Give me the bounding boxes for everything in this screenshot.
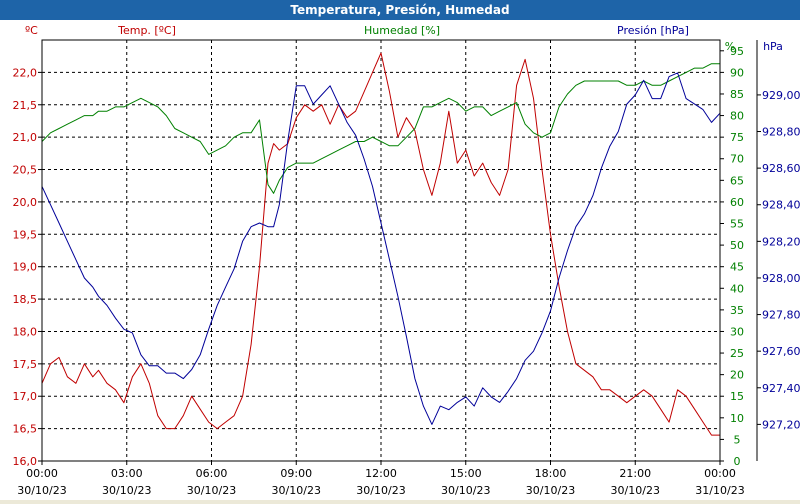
temperature-tick-label: 16,5 [13,423,38,436]
time-tick-label: 09:00 [280,467,312,480]
chart-svg: 16,0 16,5 17,0 17,5 18,0 18,5 19,0 19,5 20,0 20,5… [13,24,800,497]
humidity-tick-label: 45 [730,261,744,274]
pressure-tick-label: 928,80 [762,126,800,139]
humidity-tick-label: 70 [730,153,744,166]
humidity-tick-label: 60 [730,196,744,209]
temperature-tick-label: 17,0 [13,390,38,403]
humidity-tick-label: 80 [730,110,744,123]
pressure-tick-label: 928,20 [762,235,800,248]
pressure-tick-label: 927,80 [762,309,800,322]
date-tick-label: 30/10/23 [187,484,236,497]
temperature-tick-label: 16,0 [13,455,38,468]
pressure-tick-label: 927,20 [762,418,800,431]
temperature-tick-label: 19,0 [13,261,38,274]
temperature-tick-label: 17,5 [13,358,38,371]
humidity-tick-label: 65 [730,174,744,187]
temperature-axis-label: Temp. [ºC] [117,24,176,37]
temperature-tick-label: 22,0 [13,66,38,79]
series-lines [41,52,721,436]
humidity-tick-label: 5 [734,433,741,446]
chart-area: 16,0 16,5 17,0 17,5 18,0 18,5 19,0 19,5 20,0 20,5… [0,20,800,500]
humidity-tick-label: 75 [730,131,744,144]
chart-title: Temperatura, Presión, Humedad [0,0,800,20]
temperature-tick-label: 20,5 [13,164,38,177]
temperature-tick-label: 21,0 [13,131,38,144]
pressure-tick-label: 928,00 [762,272,800,285]
humidity-tick-label: 50 [730,239,744,252]
time-tick-label: 18:00 [535,467,567,480]
date-tick-label: 31/10/23 [695,484,744,497]
time-tick-label: 21:00 [619,467,651,480]
date-tick-label: 30/10/23 [356,484,405,497]
time-tick-label: 00:00 [26,467,58,480]
temperature-unit: ºC [25,24,38,37]
humidity-tick-label: 90 [730,66,744,79]
temperature-axis: 16,0 16,5 17,0 17,5 18,0 18,5 19,0 19,5 20,0 20,5… [13,66,42,468]
humidity-tick-label: 55 [730,218,744,231]
pressure-axis: 927,20 927,40 927,60 927,80 928,00 928,20 928,… [756,40,800,461]
pressure-tick-label: 927,40 [762,382,800,395]
pressure-line [41,72,721,425]
humidity-tick-label: 40 [730,282,744,295]
humidity-tick-label: 20 [730,369,744,382]
humidity-axis: 0 5 10 15 20 25 30 35 40 45 50 55 60 65 70 75 80 85 90 95 [720,45,744,468]
temperature-tick-label: 18,5 [13,293,38,306]
humidity-tick-label: 0 [734,455,741,468]
time-tick-label: 15:00 [450,467,482,480]
pressure-tick-label: 928,40 [762,199,800,212]
time-tick-label: 12:00 [365,467,397,480]
humidity-tick-label: 25 [730,347,744,360]
humidity-tick-label: 15 [730,390,744,403]
temperature-tick-label: 18,0 [13,325,38,338]
pressure-unit: hPa [763,40,783,53]
humidity-axis-label: Humedad [%] [364,24,440,37]
pressure-tick-label: 927,60 [762,345,800,358]
pressure-axis-label: Presión [hPa] [617,24,689,37]
date-tick-label: 30/10/23 [526,484,575,497]
temperature-line [41,52,720,436]
axis-headers: ºC Temp. [ºC] Humedad [%]% Presión [hPa] hPa [25,24,783,53]
temperature-tick-label: 20,0 [13,196,38,209]
humidity-line [41,63,720,194]
date-tick-label: 30/10/23 [441,484,490,497]
time-axis: 00:00 30/10/23 03:00 30/10/23 06:00 30/10/23 0… [17,461,745,497]
date-tick-label: 30/10/23 [102,484,151,497]
pressure-tick-label: 928,60 [762,162,800,175]
humidity-unit: % [725,40,735,53]
date-tick-label: 30/10/23 [272,484,321,497]
humidity-tick-label: 10 [730,412,744,425]
humidity-tick-label: 30 [730,325,744,338]
temperature-tick-label: 19,5 [13,228,38,241]
date-tick-label: 30/10/23 [611,484,660,497]
grid-lines [42,40,720,461]
time-tick-label: 00:00 [704,467,736,480]
humidity-tick-label: 95 [730,45,744,58]
temperature-tick-label: 21,5 [13,99,38,112]
date-tick-label: 30/10/23 [17,484,66,497]
pressure-tick-label: 929,00 [762,89,800,102]
time-tick-label: 03:00 [111,467,143,480]
time-tick-label: 06:00 [196,467,228,480]
humidity-tick-label: 35 [730,304,744,317]
humidity-tick-label: 85 [730,88,744,101]
